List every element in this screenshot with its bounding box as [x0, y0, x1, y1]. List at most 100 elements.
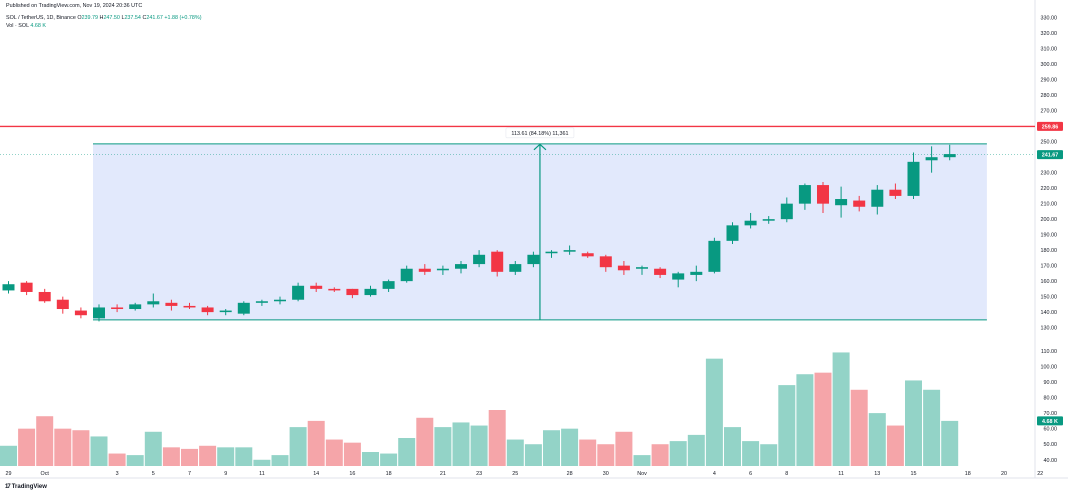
time-tick-label: 25 [512, 471, 518, 477]
candle-body[interactable] [708, 240, 721, 272]
volume-bar [199, 445, 217, 466]
candle-body[interactable] [93, 307, 105, 319]
candle-body[interactable] [599, 256, 612, 268]
candle-body[interactable] [943, 154, 956, 158]
volume-bar [126, 455, 144, 466]
candle-body[interactable] [20, 282, 33, 292]
candle-body[interactable] [581, 253, 594, 257]
candle-body[interactable] [255, 301, 268, 303]
candle-body[interactable] [563, 250, 576, 252]
candle-body[interactable] [853, 200, 866, 207]
volume-bar [615, 431, 633, 466]
candle-body[interactable] [491, 251, 504, 272]
candle-body[interactable] [726, 225, 739, 241]
price-tick-label: 320.00 [1041, 31, 1058, 37]
change-value: +1.88 (+0.78%) [164, 15, 202, 21]
candle-body[interactable] [111, 307, 124, 310]
high-label: H [99, 15, 104, 21]
time-tick-label: Nov [637, 471, 647, 477]
candle-body[interactable] [2, 284, 15, 291]
candle-body[interactable] [328, 288, 341, 291]
candle-body[interactable] [292, 285, 305, 300]
candle-body[interactable] [382, 281, 395, 289]
candle-body[interactable] [147, 301, 160, 305]
candle-body[interactable] [817, 185, 829, 204]
candle-body[interactable] [545, 251, 558, 254]
open-value: 239.79 [81, 15, 99, 21]
volume-bar [886, 425, 904, 466]
candle-body[interactable] [346, 288, 359, 296]
candle-body[interactable] [907, 161, 920, 196]
time-tick-label: 8 [785, 471, 788, 477]
volume-bar [651, 444, 669, 466]
candle-body[interactable] [201, 307, 214, 313]
last-volume-badge: 4.68 K [1042, 419, 1058, 425]
volume-bar [506, 439, 524, 466]
candle-body[interactable] [129, 304, 142, 310]
candle-body[interactable] [56, 299, 69, 310]
candle-body[interactable] [364, 288, 377, 296]
candle-body[interactable] [237, 302, 250, 314]
candle-body[interactable] [418, 268, 431, 272]
close-value: 241.67 [146, 15, 163, 21]
candle-body[interactable] [762, 219, 775, 221]
time-tick-label: 23 [476, 471, 482, 477]
candle-body[interactable] [473, 254, 486, 265]
price-tick-label: 280.00 [1041, 93, 1058, 99]
candle-body[interactable] [798, 185, 811, 204]
candle-body[interactable] [744, 220, 757, 226]
candle-body[interactable] [617, 265, 630, 271]
candle-body[interactable] [835, 199, 848, 206]
volume-label[interactable]: Vol · SOL [6, 23, 29, 29]
candle-body[interactable] [74, 310, 87, 316]
volume-tick-label: 40.00 [1044, 458, 1058, 464]
symbol-label[interactable]: SOL / TetherUS, 1D, Binance [6, 15, 76, 21]
price-tick-label: 180.00 [1041, 248, 1058, 254]
tradingview-brand[interactable]: 17 TradingView [5, 484, 47, 490]
candle-body[interactable] [509, 264, 522, 272]
volume-bar [325, 439, 343, 466]
time-tick-label: 13 [874, 471, 880, 477]
candle-body[interactable] [690, 271, 703, 275]
time-tick-label: 21 [440, 471, 446, 477]
price-tick-label: 310.00 [1041, 47, 1058, 53]
time-tick-label: 11 [838, 471, 844, 477]
time-tick-label: 18 [386, 471, 392, 477]
candle-body[interactable] [889, 189, 902, 196]
low-label: L [121, 15, 125, 21]
candle-body[interactable] [871, 189, 884, 207]
volume-bar [289, 427, 307, 466]
tradingview-logo-icon: 17 [5, 484, 11, 490]
candle-body[interactable] [780, 203, 793, 220]
candle-body[interactable] [527, 254, 540, 265]
volume-bar [760, 444, 778, 466]
price-tick-label: 140.00 [1041, 310, 1058, 316]
volume-bar [850, 389, 868, 466]
candle-body[interactable] [455, 264, 467, 269]
volume-bar [144, 431, 162, 466]
price-tick-label: 170.00 [1041, 264, 1058, 270]
volume-bar [162, 447, 180, 466]
candle-body[interactable] [310, 285, 323, 289]
candle-body[interactable] [165, 302, 178, 306]
volume-bar [796, 374, 814, 466]
candle-body[interactable] [274, 299, 286, 302]
candle-body[interactable] [38, 291, 51, 302]
last-volume-badge-box [1037, 416, 1063, 426]
candle-body[interactable] [636, 267, 648, 269]
volume-tick-label: 110.00 [1041, 349, 1057, 355]
price-tick-label: 210.00 [1041, 202, 1058, 208]
brand-name: TradingView [11, 484, 47, 490]
candle-body[interactable] [400, 268, 413, 282]
price-tick-label: 290.00 [1041, 78, 1058, 84]
candle-body[interactable] [219, 310, 232, 313]
last-price-badge-box [1037, 150, 1063, 160]
candle-body[interactable] [654, 268, 667, 275]
candle-body[interactable] [925, 157, 938, 161]
price-tick-label: 270.00 [1041, 109, 1058, 115]
candle-body[interactable] [672, 273, 685, 280]
close-label: C [142, 15, 147, 21]
candle-body[interactable] [183, 305, 196, 308]
candle-body[interactable] [436, 268, 449, 271]
